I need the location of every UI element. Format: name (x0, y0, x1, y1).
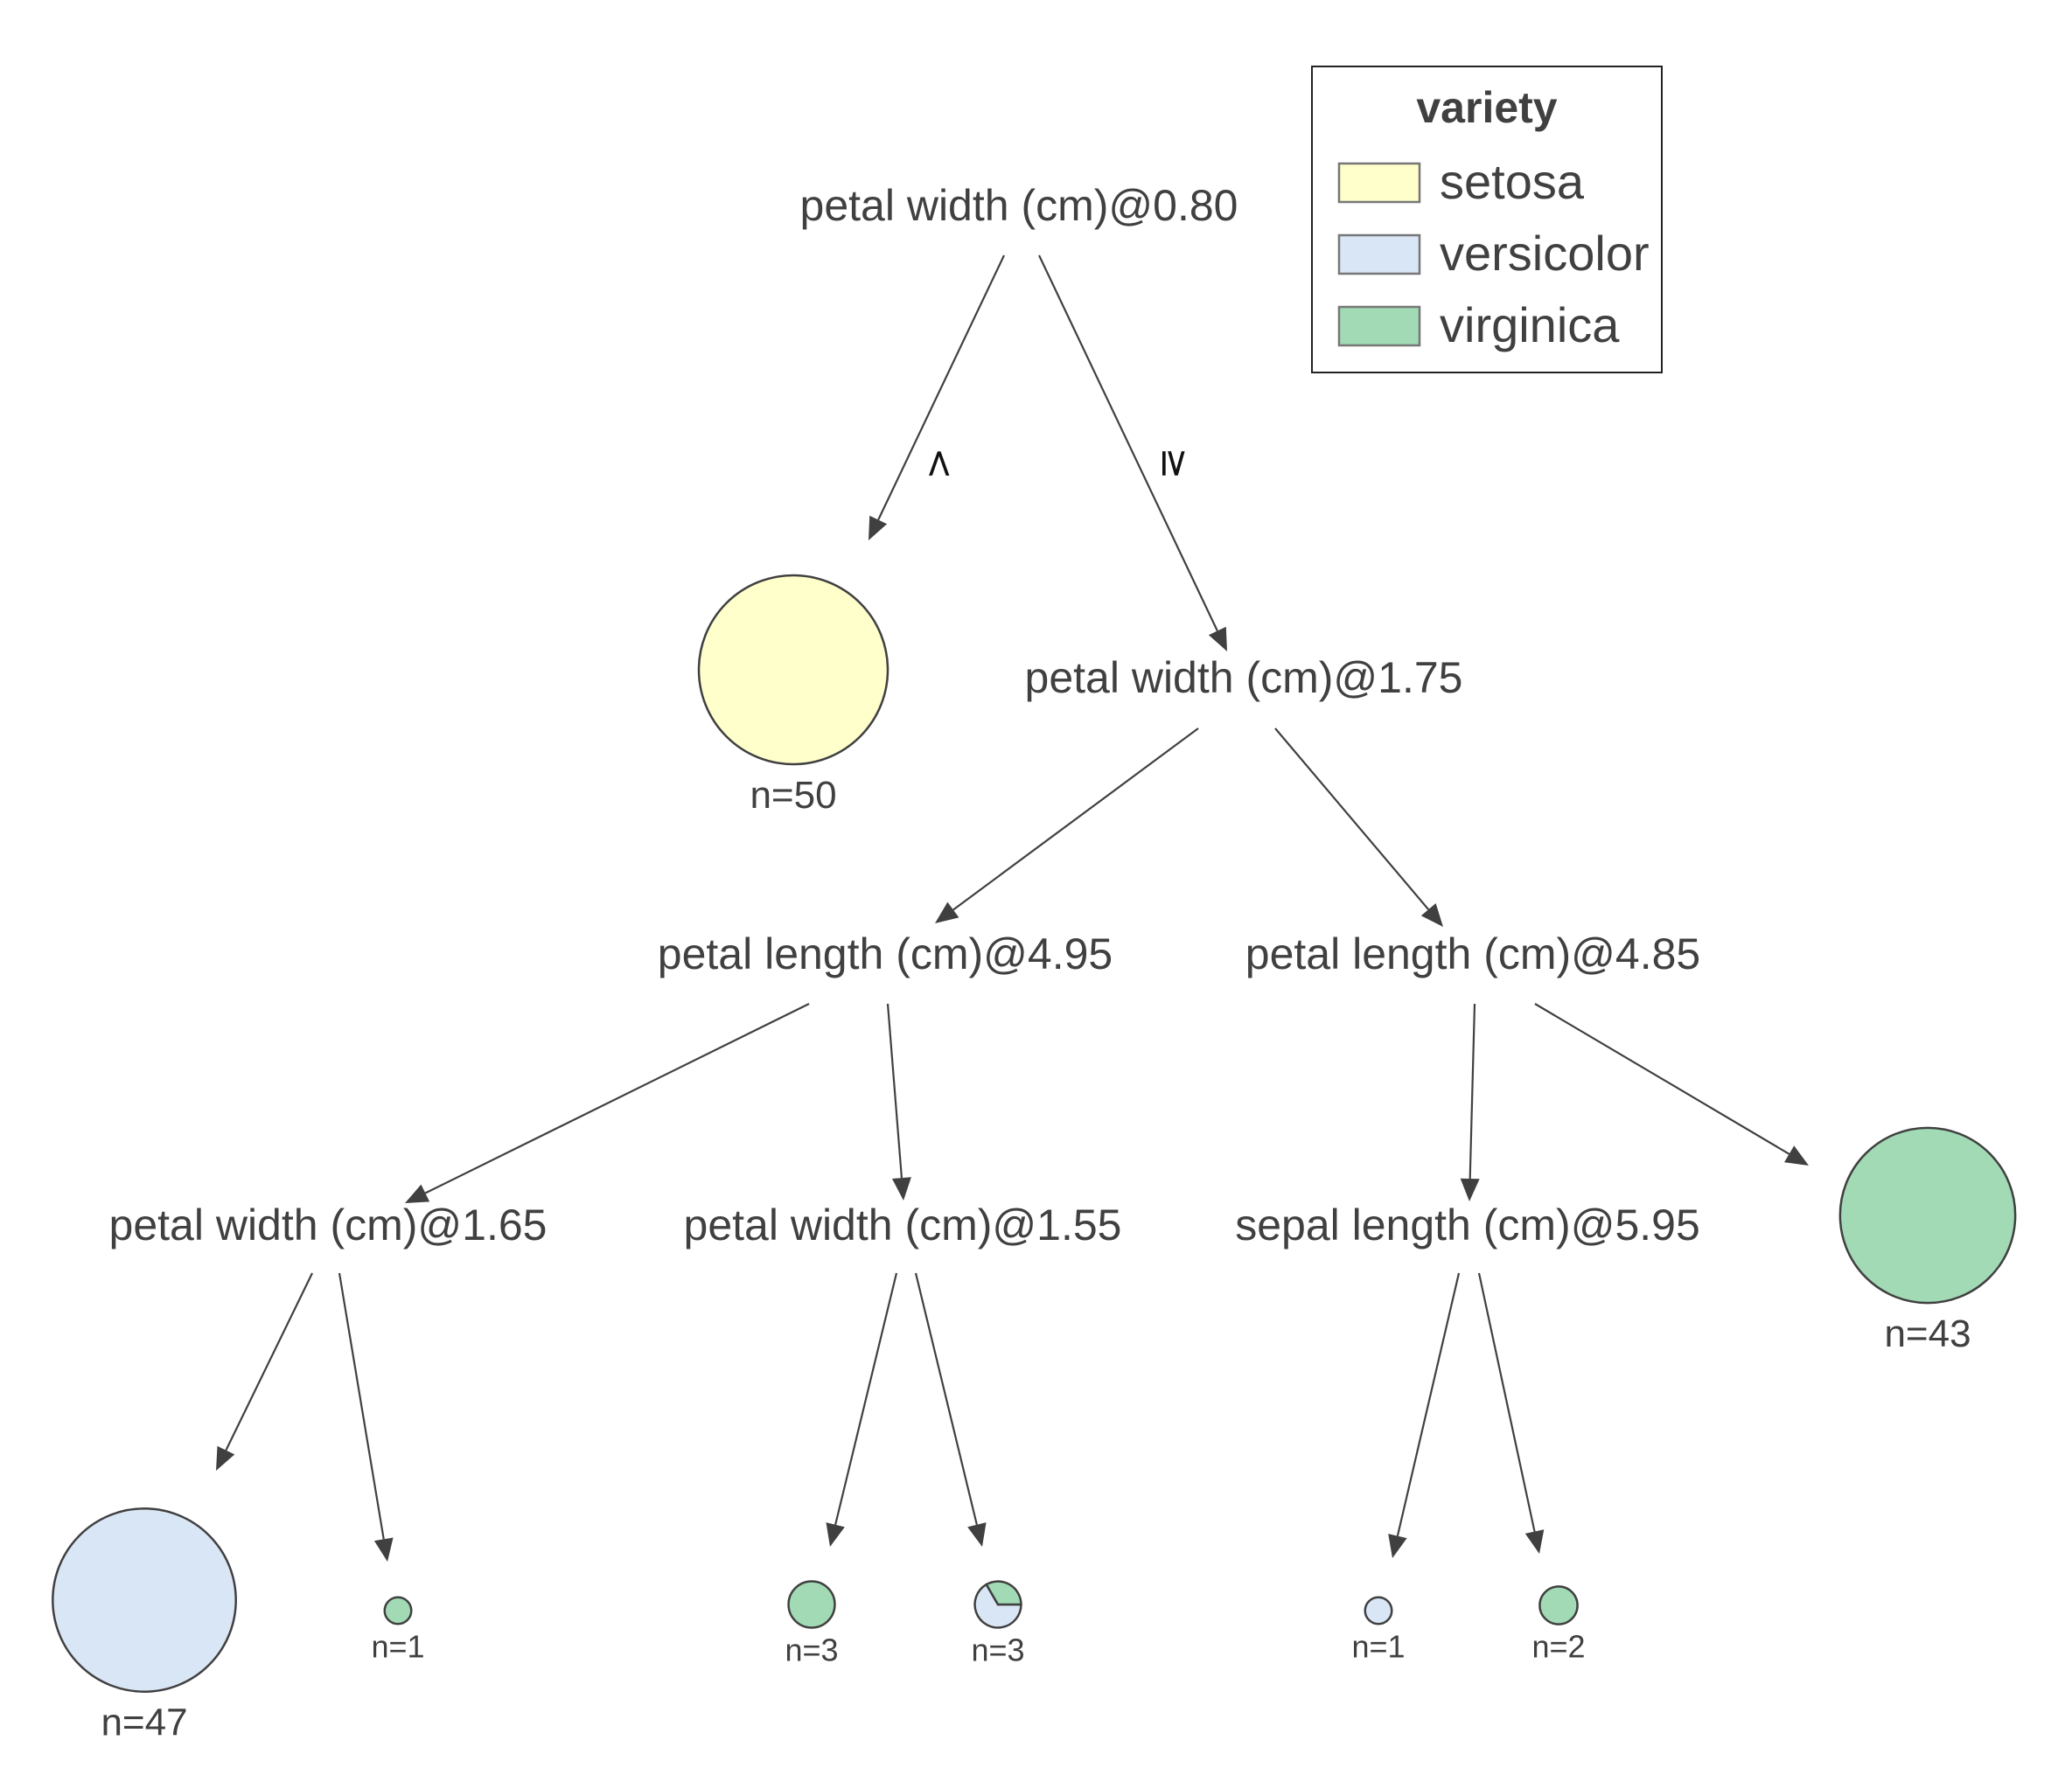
arrowhead (1208, 626, 1227, 651)
leaf-circle (697, 574, 889, 766)
edge-n4-l2 (1534, 1003, 1809, 1166)
leaf-node-l8: n=2 (1531, 1585, 1586, 1665)
leaf-node-l3: n=47 (52, 1507, 237, 1744)
legend: variety setosa versicolor virginica (1311, 66, 1663, 373)
edge-line (834, 1272, 898, 1525)
split-node-n0: petal width (cm)@0.80 (800, 181, 1238, 230)
arrowhead (1524, 1529, 1545, 1554)
split-node-n6: petal width (cm)@1.55 (684, 1201, 1122, 1249)
arrowhead (405, 1184, 430, 1203)
arrowhead (891, 1177, 911, 1201)
leaf-circle (1538, 1585, 1579, 1625)
leaf-count-label: n=2 (1531, 1629, 1585, 1665)
edge-n3-n6 (886, 1003, 911, 1201)
split-node-n2: petal width (cm)@1.75 (1025, 653, 1463, 702)
leaf-node-l2: n=43 (1838, 1126, 2017, 1355)
edge-n5-l3 (216, 1272, 313, 1471)
leaf-count-label: n=3 (785, 1632, 838, 1667)
leaf-slice-virginica (985, 1580, 1022, 1606)
split-node-n5: petal width (cm)@1.65 (109, 1201, 548, 1249)
edge-label: < (917, 448, 962, 480)
legend-label-virginica: virginica (1440, 297, 1620, 352)
leaves-layer: n=50 n=43 n=47 n=1 n=3 n=3 n=1 n=2 (52, 574, 2017, 1744)
leaf-circle (1364, 1596, 1393, 1625)
arrowhead (1460, 1178, 1480, 1201)
edge-line (1396, 1272, 1461, 1536)
leaf-count-label: n=47 (101, 1702, 187, 1744)
edge-line (424, 1003, 810, 1194)
legend-swatch-versicolor (1337, 233, 1421, 275)
leaf-node-l1: n=50 (697, 574, 889, 817)
edges-layer: < ≥ (216, 254, 1809, 1562)
splits-layer: petal width (cm)@0.80 petal width (cm)@1.… (109, 181, 1701, 1249)
arrowhead (216, 1445, 235, 1471)
edge-n2-n4 (1274, 727, 1443, 927)
leaf-circle (383, 1596, 413, 1625)
edge-n5-l4 (338, 1272, 394, 1562)
leaf-node-l6: n=3 (971, 1580, 1025, 1667)
legend-swatch-virginica (1337, 305, 1421, 347)
edge-n6-l6 (914, 1272, 987, 1547)
legend-label-versicolor: versicolor (1440, 226, 1650, 281)
edge-line (952, 727, 1199, 911)
edge-line (1534, 1003, 1790, 1155)
edge-n3-n5 (405, 1003, 810, 1203)
leaf-count-label: n=1 (1351, 1628, 1405, 1664)
edge-line (1469, 1003, 1476, 1180)
edge-line (1038, 254, 1218, 631)
leaf-circle (1838, 1126, 2017, 1305)
leaf-count-label: n=50 (750, 774, 836, 817)
leaf-circle (787, 1580, 836, 1629)
legend-swatch-setosa (1337, 162, 1421, 204)
arrowhead (869, 515, 888, 540)
edge-n2-n3 (935, 727, 1199, 923)
arrowhead (1784, 1145, 1809, 1166)
edge-line (1477, 1272, 1536, 1532)
split-node-n3: petal length (cm)@4.95 (658, 929, 1113, 978)
edge-line (877, 254, 1005, 520)
edge-line (1274, 727, 1430, 910)
edge-line (914, 1272, 978, 1525)
edge-n6-l5 (826, 1272, 898, 1547)
edge-n0-n2: ≥ (1038, 254, 1227, 651)
edge-line (338, 1272, 385, 1540)
split-node-n7: sepal length (cm)@5.95 (1235, 1201, 1700, 1249)
arrowhead (1388, 1534, 1407, 1558)
edge-line (225, 1272, 313, 1451)
leaf-node-l5: n=3 (785, 1580, 839, 1667)
edge-n7-l7 (1388, 1272, 1461, 1558)
arrowhead (1420, 903, 1443, 927)
arrowhead (935, 901, 959, 923)
legend-label-setosa: setosa (1440, 154, 1585, 209)
leaf-slice-versicolor (973, 1583, 1022, 1629)
arrowhead (373, 1537, 394, 1562)
arrowhead (826, 1522, 845, 1547)
arrowhead (967, 1522, 987, 1547)
edge-n0-l1: < (869, 254, 1005, 540)
leaf-count-label: n=3 (971, 1632, 1024, 1667)
edge-label: ≥ (1153, 448, 1197, 480)
leaf-node-l7: n=1 (1351, 1596, 1406, 1664)
split-node-n4: petal length (cm)@4.85 (1245, 929, 1700, 978)
leaf-node-l4: n=1 (371, 1596, 425, 1664)
leaf-count-label: n=1 (371, 1628, 424, 1664)
edge-n7-l8 (1477, 1272, 1545, 1554)
edge-n4-n7 (1460, 1003, 1480, 1201)
legend-title: variety (1416, 83, 1557, 132)
edge-line (886, 1003, 903, 1179)
leaf-circle (52, 1507, 237, 1693)
leaf-count-label: n=43 (1884, 1312, 1971, 1355)
